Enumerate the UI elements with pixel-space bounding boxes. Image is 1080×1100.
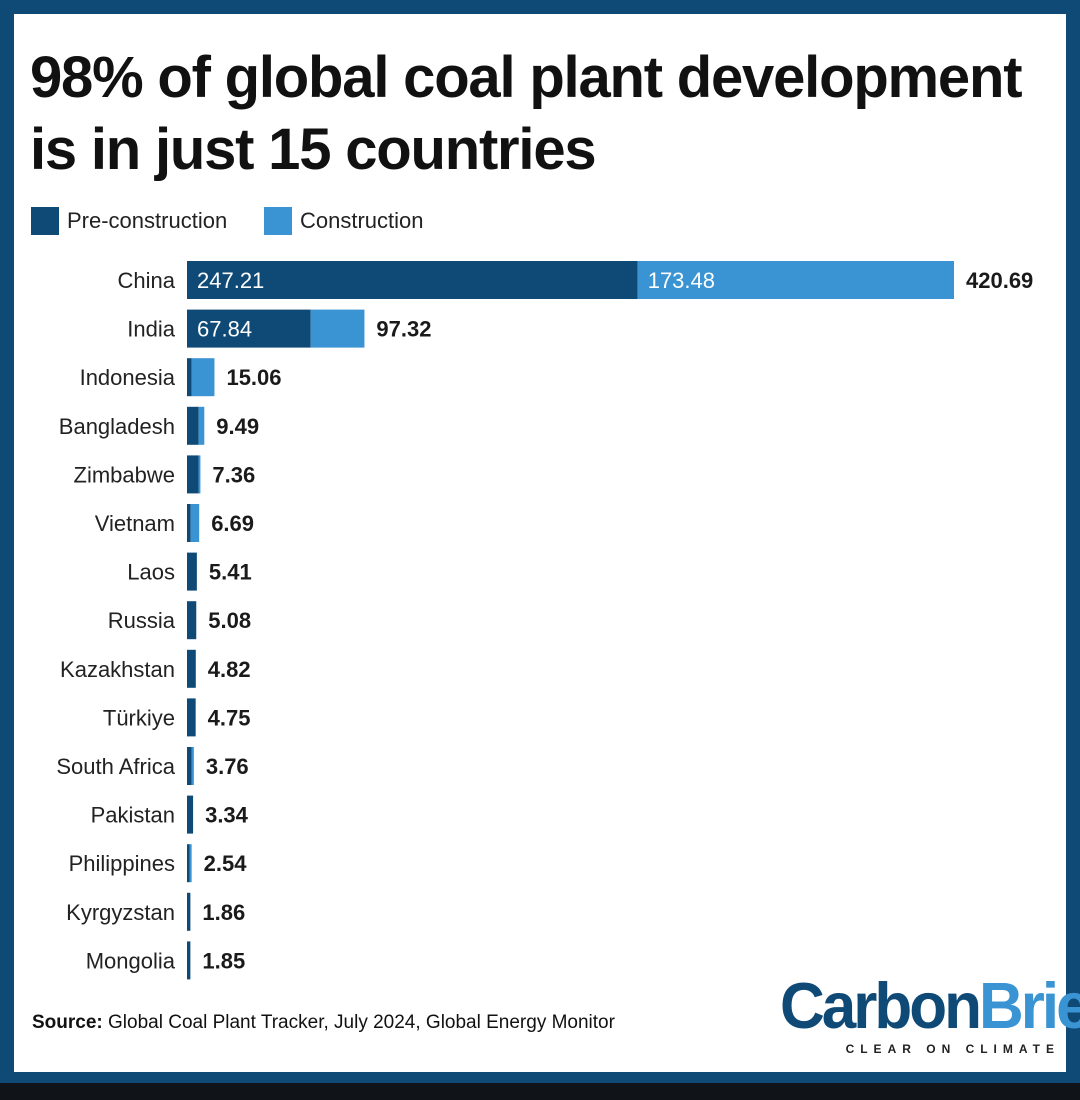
total-label-laos: 5.41 [209,560,252,585]
bar-bangladesh-construction [198,406,205,445]
legend-construction: Construction [264,206,424,236]
bar-india-pre-construction [187,309,311,348]
legend-label-pre-construction: Pre-construction [67,208,228,233]
legend-pre-construction: Pre-construction [31,206,227,236]
logo-wordmark: CarbonBrief [780,974,1080,1039]
legend-label-construction: Construction [300,208,424,233]
bar-indonesia-pre-construction [187,358,192,397]
source-text: Global Coal Plant Tracker, July 2024, Gl… [108,1012,615,1033]
category-label-t-rkiye: Türkiye [103,705,175,730]
bar-vietnam-pre-construction [187,504,191,542]
total-label-china: 420.69 [966,268,1033,293]
bar-pakistan-pre-construction [187,795,194,834]
segment-label-china-1: 173.48 [648,268,715,293]
category-label-russia: Russia [108,608,176,633]
segment-label-china-0: 247.21 [197,268,264,293]
source-label: Source: [32,1012,103,1033]
bar-kazakhstan-pre-construction [187,649,196,688]
bar-south-africa-construction [191,747,194,785]
category-label-china: China [118,268,176,293]
bar-south-africa-pre-construction [187,747,192,785]
category-label-south-africa: South Africa [56,754,175,779]
bar-chart: China 247.21 173.48 420.69 India 67.84 97.32 In… [56,261,1033,980]
category-label-pakistan: Pakistan [91,803,175,828]
source-note: Source: Global Coal Plant Tracker, July … [32,1012,615,1034]
total-label-russia: 5.08 [208,608,251,633]
bar-bangladesh-pre-construction [187,406,199,445]
bar-philippines-pre-construction [187,844,190,883]
total-label-kyrgyzstan: 1.86 [202,900,245,925]
category-label-mongolia: Mongolia [86,948,176,973]
total-label-zimbabwe: 7.36 [212,462,255,487]
total-label-kazakhstan: 4.82 [208,657,251,682]
bar-india-construction [310,309,365,348]
total-label-philippines: 2.54 [204,851,248,876]
bar-indonesia-construction [191,358,215,397]
total-label-bangladesh: 9.49 [216,414,259,439]
logo-brief: Brief [979,970,1080,1043]
bar-china-construction [637,261,954,299]
legend-swatch-pre-construction [31,207,59,235]
bar-zimbabwe-construction [198,455,201,494]
bar-t-rkiye-pre-construction [187,698,196,737]
carbon-brief-logo: CarbonBrief CLEAR ON CLIMATE [780,974,1080,1056]
bar-vietnam-construction [190,504,200,542]
total-label-south-africa: 3.76 [206,754,249,779]
category-label-bangladesh: Bangladesh [59,414,175,439]
bar-philippines-construction [189,844,192,883]
category-label-zimbabwe: Zimbabwe [74,462,175,487]
bar-china-pre-construction [187,261,638,299]
total-label-t-rkiye: 4.75 [208,705,251,730]
bar-russia-pre-construction [187,601,197,640]
bar-zimbabwe-pre-construction [187,455,199,494]
category-label-kyrgyzstan: Kyrgyzstan [66,900,175,925]
segment-label-india-0: 67.84 [197,317,252,342]
bar-laos-pre-construction [187,552,197,591]
logo-tagline: CLEAR ON CLIMATE [845,1042,1060,1056]
category-label-philippines: Philippines [69,851,175,876]
bar-mongolia-pre-construction [187,941,191,980]
bar-kyrgyzstan-pre-construction [187,892,191,931]
chart-title: 98% of global coal plant development is … [30,45,1023,182]
total-label-indonesia: 15.06 [226,365,281,390]
logo-carbon: Carbon [780,970,982,1043]
total-label-india: 97.32 [376,317,431,342]
legend-swatch-construction [264,207,292,235]
category-label-laos: Laos [127,560,175,585]
bottom-strip [0,1083,1080,1100]
category-label-vietnam: Vietnam [95,511,175,536]
category-label-kazakhstan: Kazakhstan [60,657,175,682]
total-label-vietnam: 6.69 [211,511,254,536]
chart-card: 98% of global coal plant development is … [14,14,1080,1072]
category-label-indonesia: Indonesia [80,365,176,390]
total-label-pakistan: 3.34 [205,803,249,828]
category-label-india: India [127,317,175,342]
total-label-mongolia: 1.85 [202,948,245,973]
